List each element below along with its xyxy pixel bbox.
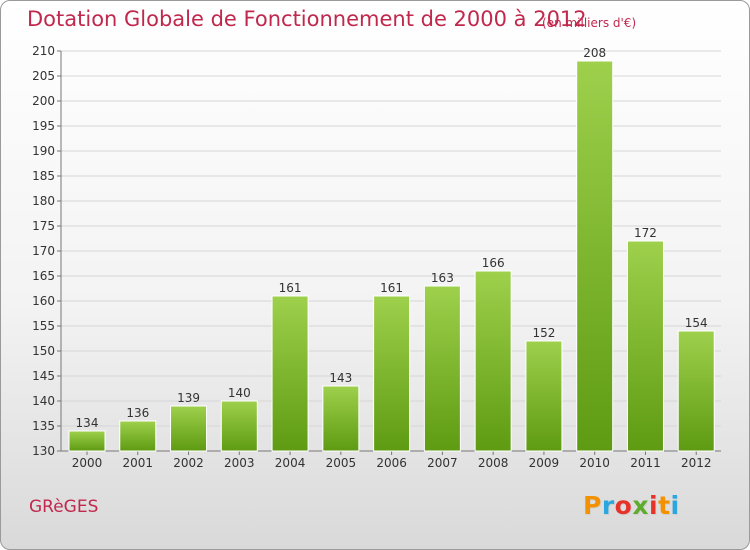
x-tick-label: 2000 (72, 456, 103, 470)
logo-letter: o (614, 491, 633, 520)
proxiti-logo[interactable]: Proxiti (583, 491, 680, 520)
x-tick-label: 2005 (326, 456, 357, 470)
y-tick-label: 180 (32, 194, 55, 208)
logo-letter: i (670, 491, 680, 520)
bar-2001 (119, 420, 157, 452)
y-tick-label: 190 (32, 144, 55, 158)
y-tick-label: 140 (32, 394, 55, 408)
x-tick-label: 2012 (681, 456, 712, 470)
bar-2004 (271, 295, 309, 452)
y-tick-label: 185 (32, 169, 55, 183)
x-tick-label: 2006 (376, 456, 407, 470)
bar-2007 (423, 285, 461, 452)
labels: 130 135 140 145 150 155 160 165 170 175 180 185 190 1… (32, 44, 711, 470)
x-tick-label: 2007 (427, 456, 458, 470)
x-tick-label: 2011 (630, 456, 661, 470)
x-tick-label: 2002 (173, 456, 204, 470)
data-label: 152 (532, 326, 555, 340)
y-tick-label: 170 (32, 244, 55, 258)
bar-2006 (373, 295, 411, 452)
logo-letter: t (658, 491, 671, 520)
bar-2005 (322, 385, 360, 452)
data-label: 208 (583, 46, 606, 60)
y-tick-label: 165 (32, 269, 55, 283)
y-tick-label: 160 (32, 294, 55, 308)
y-tick-label: 200 (32, 94, 55, 108)
data-label: 166 (482, 256, 505, 270)
bar-2010 (576, 60, 614, 452)
bar-2011 (626, 240, 664, 452)
x-tick-label: 2009 (529, 456, 560, 470)
data-label: 136 (126, 406, 149, 420)
logo-letter: i (649, 491, 659, 520)
data-label: 154 (685, 316, 708, 330)
bar-2009 (525, 340, 563, 452)
y-tick-label: 155 (32, 319, 55, 333)
y-tick-label: 195 (32, 119, 55, 133)
bar-2012 (677, 330, 715, 452)
bar-2008 (474, 270, 512, 452)
bar-2000 (68, 430, 106, 452)
commune-name: GRèGES (29, 497, 99, 517)
x-tick-label: 2001 (122, 456, 153, 470)
chart-title: Dotation Globale de Fonctionnement de 20… (27, 7, 587, 31)
y-tick-label: 175 (32, 219, 55, 233)
logo-letter: x (632, 491, 649, 520)
y-tick-label: 210 (32, 44, 55, 58)
data-label: 172 (634, 226, 657, 240)
logo-letter: P (583, 491, 602, 520)
bar-2002 (170, 405, 208, 452)
x-tick-label: 2004 (275, 456, 306, 470)
y-tick-label: 135 (32, 419, 55, 433)
y-tick-label: 130 (32, 444, 55, 458)
chart-subtitle: (en milliers d'€) (542, 16, 637, 30)
data-label: 163 (431, 271, 454, 285)
y-tick-label: 150 (32, 344, 55, 358)
y-tick-label: 205 (32, 69, 55, 83)
data-label: 139 (177, 391, 200, 405)
y-tick-label: 145 (32, 369, 55, 383)
x-tick-label: 2008 (478, 456, 509, 470)
x-tick-label: 2010 (579, 456, 610, 470)
bar-2003 (220, 400, 258, 452)
data-label: 143 (329, 371, 352, 385)
x-tick-label: 2003 (224, 456, 255, 470)
bars (68, 60, 715, 452)
data-label: 134 (76, 416, 99, 430)
data-label: 140 (228, 386, 251, 400)
logo-letter: r (601, 491, 615, 520)
data-label: 161 (279, 281, 302, 295)
data-label: 161 (380, 281, 403, 295)
